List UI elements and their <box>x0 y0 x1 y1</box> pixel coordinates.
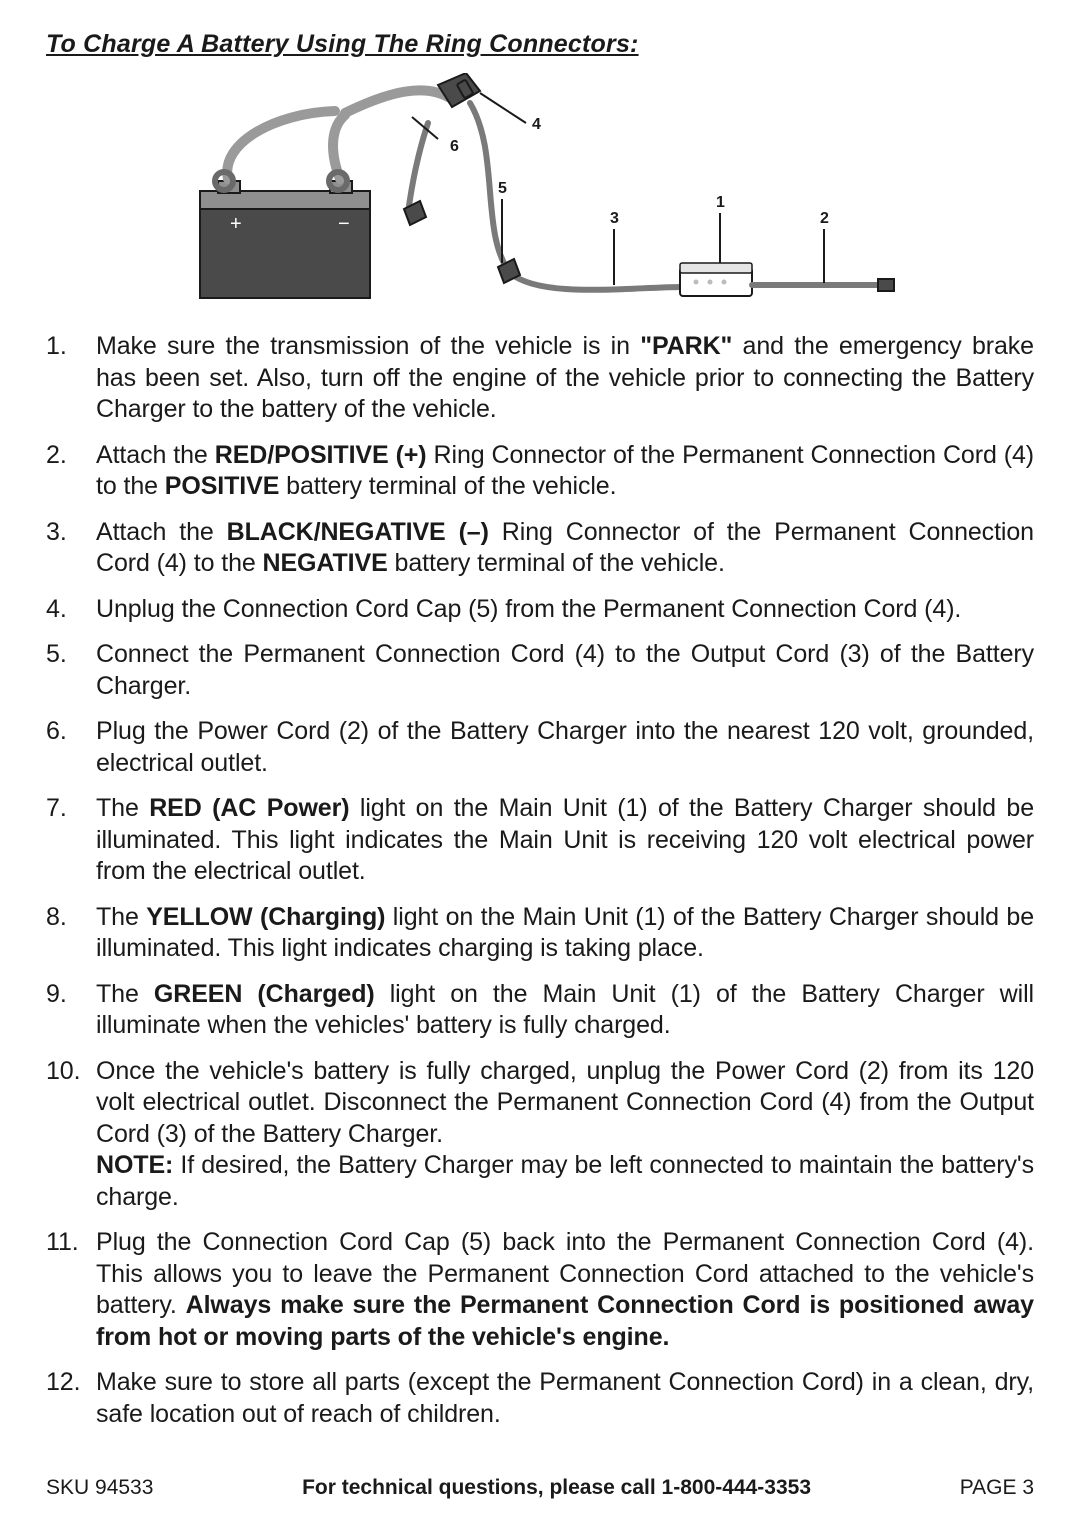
text-bold: YELLOW (Charging) <box>146 903 385 931</box>
step-1: Make sure the transmission of the vehicl… <box>46 331 1034 426</box>
step-10-note: NOTE: If desired, the Battery Charger ma… <box>96 1150 1034 1213</box>
page: To Charge A Battery Using The Ring Conne… <box>0 0 1080 1526</box>
text-bold: RED (AC Power) <box>149 794 349 822</box>
text: battery terminal of the vehicle. <box>279 472 616 500</box>
step-2: Attach the RED/POSITIVE (+) Ring Connect… <box>46 440 1034 503</box>
step-6: Plug the Power Cord (2) of the Battery C… <box>46 716 1034 779</box>
label-6: 6 <box>450 138 459 155</box>
battery-minus-label: − <box>338 213 350 235</box>
step-4: Unplug the Connection Cord Cap (5) from … <box>46 594 1034 626</box>
step-3: Attach the BLACK/NEGATIVE (–) Ring Conne… <box>46 517 1034 580</box>
battery-plus-label: + <box>230 213 242 235</box>
text: If desired, the Battery Charger may be l… <box>96 1151 1034 1211</box>
text: The <box>96 980 154 1008</box>
text: The <box>96 903 146 931</box>
label-5: 5 <box>498 180 507 197</box>
step-8: The YELLOW (Charging) light on the Main … <box>46 902 1034 965</box>
text: Once the vehicle's battery is fully char… <box>96 1057 1034 1148</box>
cable-cord-cap <box>408 123 428 213</box>
text: Plug the Power Cord (2) of the Battery C… <box>96 717 1034 777</box>
text: Connect the Permanent Connection Cord (4… <box>96 640 1034 700</box>
label-3: 3 <box>610 210 619 227</box>
cable-ring-pos <box>227 111 335 179</box>
label-1: 1 <box>716 194 725 211</box>
power-plug <box>878 279 894 291</box>
text: The <box>96 794 149 822</box>
text: battery terminal of the vehicle. <box>388 549 725 577</box>
step-11: Plug the Connection Cord Cap (5) back in… <box>46 1227 1034 1353</box>
text: Unplug the Connection Cord Cap (5) from … <box>96 595 961 623</box>
footer-sku: SKU 94533 <box>46 1476 153 1500</box>
text-bold: "PARK" <box>640 332 732 360</box>
text-bold: POSITIVE <box>165 472 280 500</box>
page-footer: SKU 94533 For technical questions, pleas… <box>46 1476 1034 1500</box>
label-4: 4 <box>532 116 541 133</box>
step-12: Make sure to store all parts (except the… <box>46 1367 1034 1430</box>
text: Make sure to store all parts (except the… <box>96 1368 1034 1428</box>
label-2: 2 <box>820 210 829 227</box>
text-bold: BLACK/NEGATIVE (–) <box>227 518 489 546</box>
text: Attach the <box>96 441 215 469</box>
diagram-container: + − <box>46 73 1034 303</box>
instruction-list: Make sure the transmission of the vehicl… <box>46 331 1034 1430</box>
step-9: The GREEN (Charged) light on the Main Un… <box>46 979 1034 1042</box>
main-unit <box>680 263 752 296</box>
leader-4 <box>480 93 526 123</box>
note-label: NOTE: <box>96 1151 173 1179</box>
footer-page: PAGE 3 <box>960 1476 1034 1500</box>
footer-support: For technical questions, please call 1-8… <box>153 1476 959 1500</box>
text-bold: RED/POSITIVE (+) <box>215 441 427 469</box>
text: Make sure the transmission of the vehicl… <box>96 332 640 360</box>
step-10: Once the vehicle's battery is fully char… <box>46 1056 1034 1214</box>
connection-diagram: + − <box>180 73 900 303</box>
plug-body <box>438 73 480 107</box>
text-bold: NEGATIVE <box>263 549 388 577</box>
step-7: The RED (AC Power) light on the Main Uni… <box>46 793 1034 888</box>
step-5: Connect the Permanent Connection Cord (4… <box>46 639 1034 702</box>
text-bold: Always make sure the Permanent Connectio… <box>96 1291 1034 1351</box>
text-bold: GREEN (Charged) <box>154 980 375 1008</box>
section-title: To Charge A Battery Using The Ring Conne… <box>46 30 1034 59</box>
cable-permanent-cord <box>345 90 450 113</box>
text: Attach the <box>96 518 227 546</box>
